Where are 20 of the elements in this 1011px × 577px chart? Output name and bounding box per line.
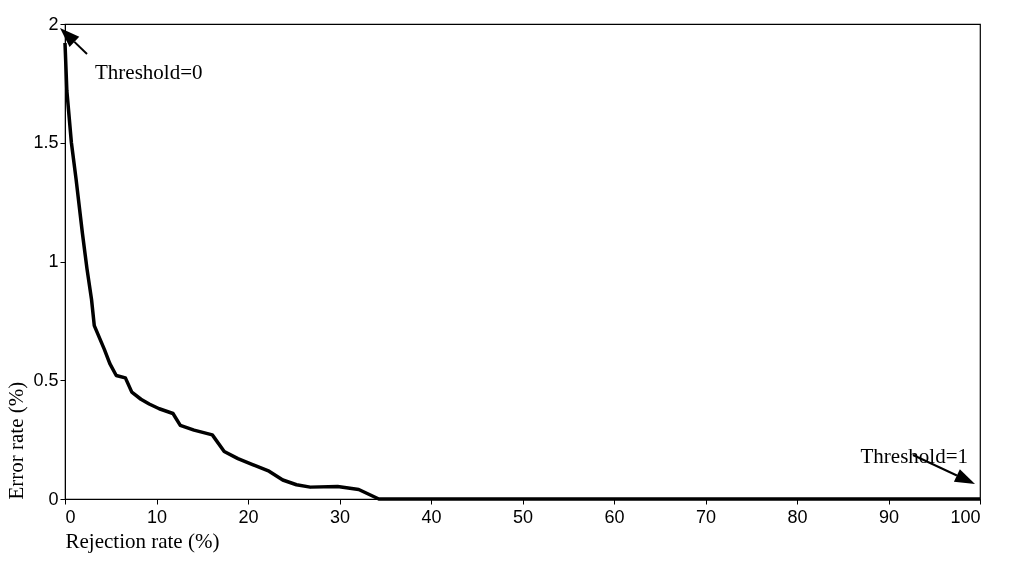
x-tick-label: 10 [146,506,168,527]
y-tick-label: 1.5 [33,132,59,153]
x-tick-label: 80 [787,506,808,527]
y-tick-label: 0 [48,488,59,509]
y-tick-label: 1 [48,251,59,271]
x-tick-label: 0 [65,506,76,527]
y-tick-label: 2 [48,13,59,34]
x-tick-label: 40 [421,506,442,527]
x-tick-label: 30 [329,506,351,527]
x-tick-label: 90 [878,506,900,527]
x-tick-label: 50 [512,506,534,527]
x-tick-label: 20 [238,506,259,527]
x-tick-label: 100 [950,506,981,527]
y-tick-label: 0.5 [33,369,59,390]
y-axis-title: Error rate (%) [4,381,29,500]
x-tick-label: 60 [604,506,625,527]
x-tick-label: 70 [695,506,717,527]
annotation: Threshold=0 [95,60,203,84]
x-axis-title: Rejection rate (%) [65,528,220,553]
annotation: Threshold=1 [860,444,968,468]
